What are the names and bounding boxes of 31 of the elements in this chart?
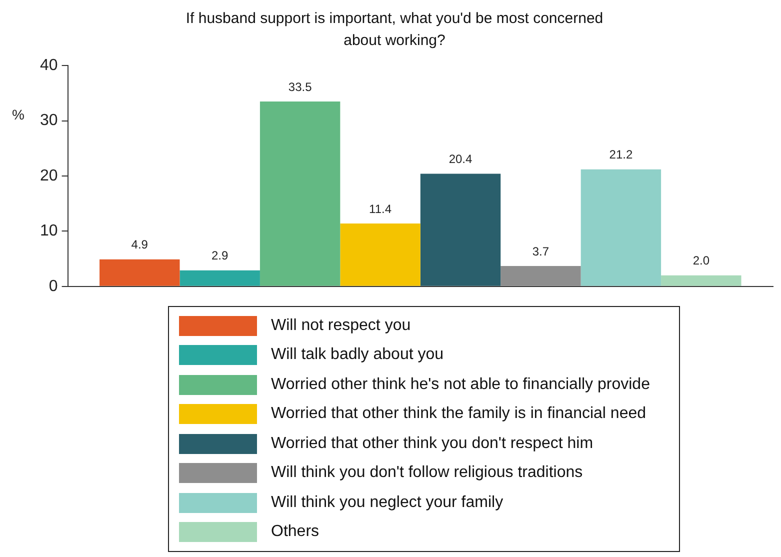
legend-label: Worried that other think you don't respect him — [271, 434, 594, 453]
data-label: 33.5 — [288, 80, 312, 94]
legend-label: Worried that other think the family is in financial need — [271, 405, 646, 424]
legend-label: Will talk badly about you — [271, 346, 444, 364]
data-label: 3.7 — [532, 244, 550, 258]
legend-label: Will think you don't follow religious traditions — [271, 464, 583, 482]
y-tick-label: 20 — [40, 167, 58, 184]
bar — [500, 266, 581, 286]
y-tick-label: 0 — [48, 278, 58, 295]
bar — [661, 275, 742, 286]
chart-title: If husband support is important, what you'd be most concerned about working? — [184, 9, 604, 51]
data-label: 11.4 — [369, 202, 392, 216]
bar — [420, 174, 501, 286]
y-axis-title: % — [12, 106, 24, 122]
data-label: 21.2 — [609, 148, 633, 162]
y-tick-label: 10 — [40, 222, 58, 240]
y-tick-label: 30 — [40, 112, 58, 130]
data-label: 2.9 — [212, 248, 229, 263]
data-label: 2.0 — [692, 254, 710, 268]
bar — [260, 101, 340, 286]
data-label: 4.9 — [131, 238, 148, 252]
data-label: 20.4 — [448, 152, 473, 166]
bar — [340, 223, 420, 286]
legend-label: Worried other think he's not able to financially provide — [271, 376, 650, 394]
legend-label: Will not respect you — [271, 316, 411, 335]
y-tick-label: 40 — [40, 57, 58, 74]
bar — [180, 270, 260, 286]
bar — [100, 259, 180, 286]
legend-label: Will think you neglect your family — [271, 494, 504, 512]
legend-label: Others — [271, 523, 320, 542]
bar — [580, 169, 662, 286]
